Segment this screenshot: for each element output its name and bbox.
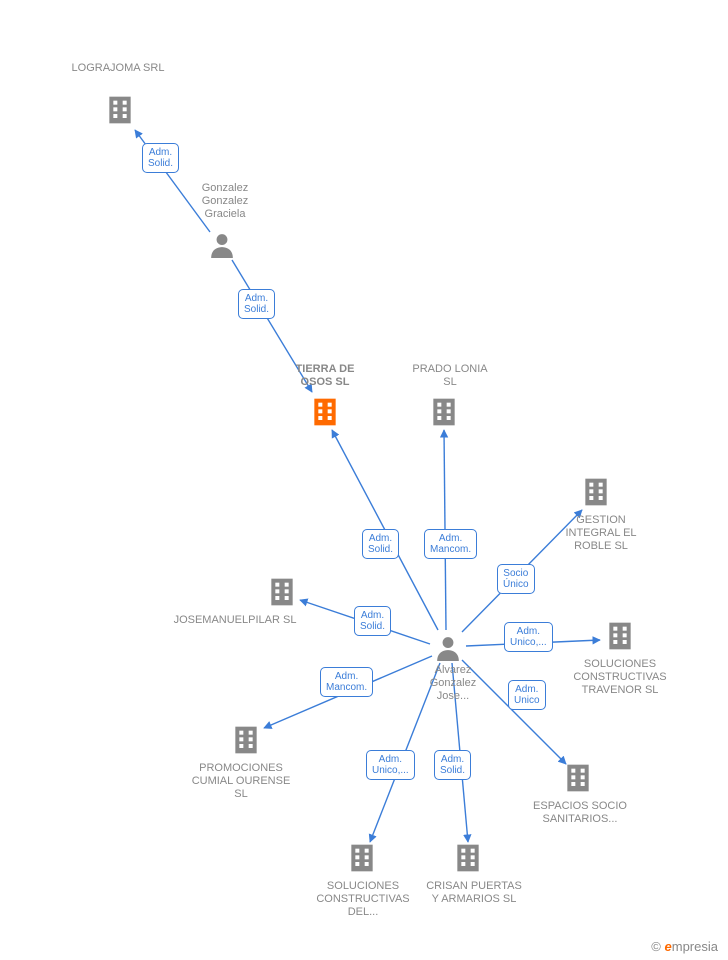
copyright-symbol: © (651, 939, 661, 954)
company-node-icon[interactable] (309, 396, 341, 433)
edge-line (466, 640, 600, 646)
edge-line (444, 430, 446, 630)
company-node-icon[interactable] (266, 576, 298, 613)
company-node-icon[interactable] (428, 396, 460, 433)
footer-copyright: © empresia (651, 939, 718, 954)
edge-line (462, 510, 582, 632)
edge-line (232, 260, 312, 392)
person-node-icon[interactable] (435, 634, 461, 667)
edge-line (452, 663, 468, 842)
edge-line (462, 660, 566, 764)
diagram-canvas (0, 0, 728, 960)
edge-line (332, 430, 438, 630)
company-node-icon[interactable] (104, 94, 136, 131)
edge-line (264, 656, 432, 728)
person-node-icon[interactable] (209, 231, 235, 264)
company-node-icon[interactable] (452, 842, 484, 879)
brand-first-letter: e (665, 939, 672, 954)
edge-line (135, 130, 210, 232)
company-node-icon[interactable] (604, 620, 636, 657)
edge-line (300, 600, 430, 644)
company-node-icon[interactable] (230, 724, 262, 761)
edge-line (370, 663, 440, 842)
brand-suffix: mpresia (672, 939, 718, 954)
company-node-icon[interactable] (562, 762, 594, 799)
company-node-icon[interactable] (346, 842, 378, 879)
company-node-icon[interactable] (580, 476, 612, 513)
